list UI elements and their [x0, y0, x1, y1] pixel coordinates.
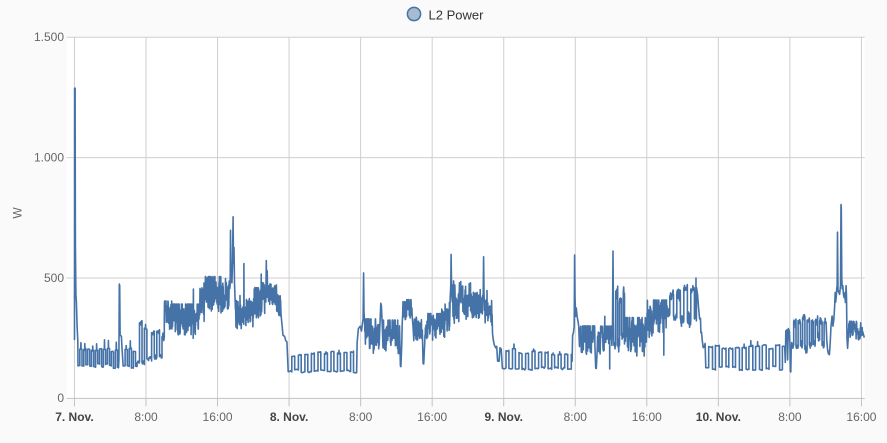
svg-text:500: 500 [44, 271, 64, 285]
svg-text:L2 Power: L2 Power [429, 8, 485, 23]
svg-text:8:00: 8:00 [564, 410, 588, 424]
svg-text:10. Nov.: 10. Nov. [696, 410, 741, 424]
svg-text:W: W [11, 207, 25, 219]
svg-text:16:00: 16:00 [203, 410, 233, 424]
svg-text:7. Nov.: 7. Nov. [55, 410, 93, 424]
svg-text:9. Nov.: 9. Nov. [484, 410, 522, 424]
svg-text:1.000: 1.000 [34, 150, 64, 164]
svg-text:8:00: 8:00 [134, 410, 158, 424]
svg-text:16:00: 16:00 [846, 410, 876, 424]
svg-text:0: 0 [57, 391, 64, 405]
svg-text:16:00: 16:00 [417, 410, 447, 424]
svg-text:16:00: 16:00 [632, 410, 662, 424]
svg-text:8:00: 8:00 [349, 410, 373, 424]
svg-text:8. Nov.: 8. Nov. [270, 410, 308, 424]
svg-text:8:00: 8:00 [778, 410, 802, 424]
svg-text:1.500: 1.500 [34, 30, 64, 44]
